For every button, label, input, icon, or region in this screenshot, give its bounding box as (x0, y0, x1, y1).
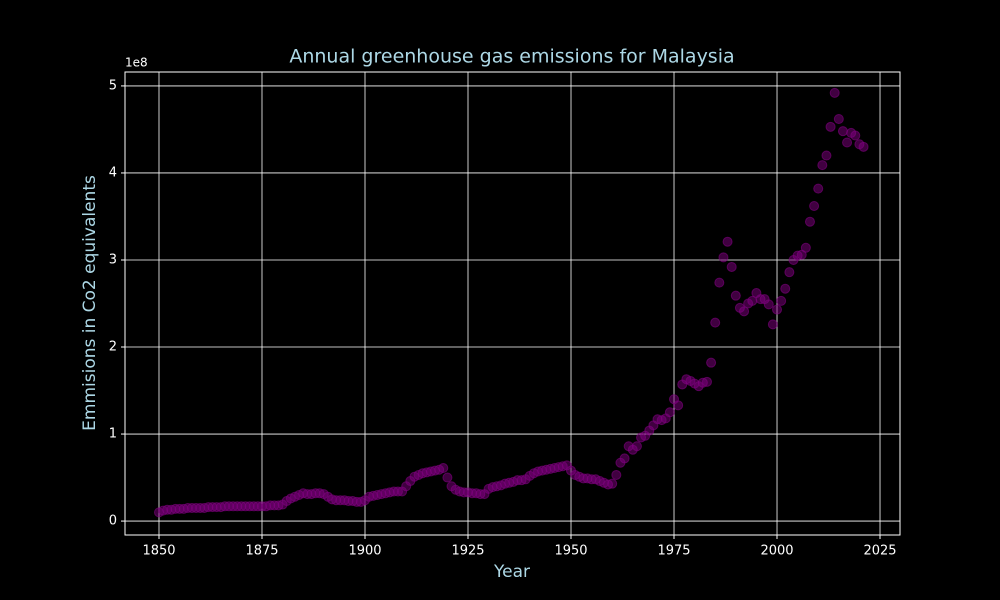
point (739, 306, 750, 317)
point (837, 126, 848, 137)
chart-title: Annual greenhouse gas emissions for Mala… (289, 46, 734, 68)
point (714, 277, 725, 288)
y-tick-label: 0 (109, 514, 117, 529)
point (701, 376, 712, 387)
point (776, 295, 787, 306)
point (607, 478, 618, 489)
point (809, 201, 820, 212)
point (438, 462, 449, 473)
x-tick-label: 1850 (142, 544, 175, 559)
point (442, 472, 453, 483)
point (726, 261, 737, 272)
x-tick-label: 1875 (245, 544, 278, 559)
point (730, 290, 741, 301)
y-tick-label: 5 (109, 78, 117, 93)
point (706, 357, 717, 368)
point (710, 317, 721, 328)
point (718, 252, 729, 263)
point (829, 87, 840, 98)
point (767, 319, 778, 330)
y-axis-label: Emmisions in Co2 equivalents (80, 175, 100, 431)
point (780, 283, 791, 294)
point (842, 137, 853, 148)
point (858, 141, 869, 152)
x-tick-label: 1900 (348, 544, 381, 559)
point (784, 267, 795, 278)
point (804, 216, 815, 227)
x-tick-label: 2025 (863, 544, 896, 559)
y-tick-label: 4 (109, 165, 117, 180)
point (825, 121, 836, 132)
point (664, 407, 675, 418)
point (619, 453, 630, 464)
point (821, 150, 832, 161)
x-tick-label: 1925 (451, 544, 484, 559)
point (631, 441, 642, 452)
point (611, 469, 622, 480)
point (673, 400, 684, 411)
y-offset-label: 1e8 (125, 56, 148, 70)
plot-frame (124, 71, 901, 536)
x-axis-label: Year (493, 562, 530, 582)
x-tick-label: 1975 (657, 544, 690, 559)
point (800, 242, 811, 253)
x-tick-label: 1950 (554, 544, 587, 559)
point (850, 130, 861, 141)
point (763, 299, 774, 310)
point (813, 183, 824, 194)
y-tick-label: 1 (109, 427, 117, 442)
point (817, 160, 828, 171)
y-tick-label: 3 (109, 252, 117, 267)
x-tick-label: 2000 (760, 544, 793, 559)
point (722, 236, 733, 247)
point (833, 113, 844, 124)
point (772, 304, 783, 315)
y-tick-label: 2 (109, 340, 117, 355)
